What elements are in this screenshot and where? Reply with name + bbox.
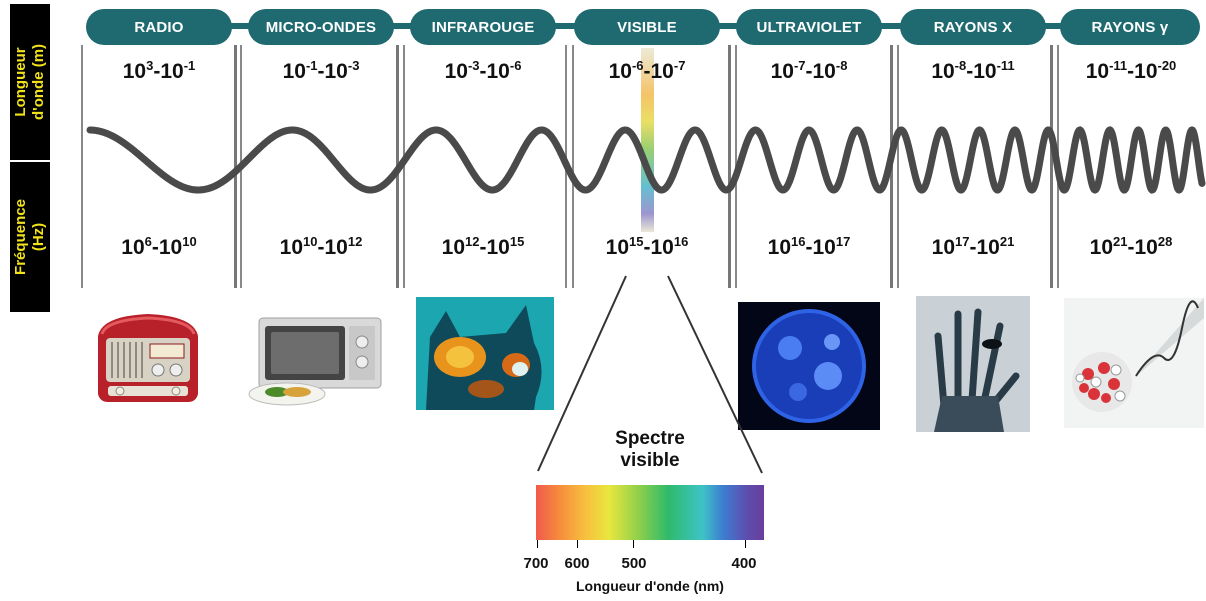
spectrum-tick-label-600: 600 bbox=[564, 555, 590, 572]
infrared-cat-icon bbox=[416, 297, 554, 410]
frequency-value-radio: 106-1010 bbox=[121, 234, 197, 259]
frequency-value-ultraviolet: 1016-1017 bbox=[767, 234, 851, 259]
wavelength-value-rayons-x: 10-8-10-11 bbox=[931, 58, 1015, 83]
spectrum-tick-label-400: 400 bbox=[731, 555, 757, 572]
visible-spectrum-title-line1: Spectre bbox=[615, 428, 685, 449]
wavelength-value-infrarouge: 10-3-10-6 bbox=[444, 58, 522, 83]
visible-spectrum-title: Spectre visible bbox=[580, 428, 720, 472]
wave-line bbox=[86, 126, 1206, 194]
band-pill-radio: RADIO bbox=[86, 9, 232, 45]
wavelength-value-visible: 10-6-10-7 bbox=[608, 58, 686, 83]
frequency-value-visible: 1015-1016 bbox=[605, 234, 689, 259]
separator bbox=[81, 45, 83, 288]
visible-spectrum-title-line2: visible bbox=[620, 450, 680, 471]
band-pill-micro-ondes: MICRO-ONDES bbox=[248, 9, 394, 45]
visible-spectrum-bar bbox=[536, 485, 764, 540]
frequency-value-micro-ondes: 1010-1012 bbox=[279, 234, 363, 259]
radio-icon bbox=[98, 314, 198, 402]
frequency-value-infrarouge: 1012-1015 bbox=[441, 234, 525, 259]
frequency-value-rayons-x: 1017-1021 bbox=[931, 234, 1015, 259]
separator bbox=[234, 45, 237, 288]
xray-hand-icon bbox=[916, 296, 1030, 432]
frequency-value-rayons-gamma: 1021-1028 bbox=[1089, 234, 1173, 259]
microwave-oven-icon bbox=[248, 317, 382, 406]
spectrum-tick-label-700: 700 bbox=[523, 555, 549, 572]
band-pill-ultraviolet: ULTRAVIOLET bbox=[736, 9, 882, 45]
wavelength-value-rayons-gamma: 10-11-10-20 bbox=[1085, 58, 1177, 83]
separator bbox=[728, 45, 731, 288]
wavelength-value-radio: 103-10-1 bbox=[122, 58, 196, 83]
spectrum-tick-600 bbox=[577, 540, 578, 548]
band-pill-infrarouge: INFRAROUGE bbox=[410, 9, 556, 45]
side-label-frequency: Fréquence (Hz) bbox=[10, 162, 50, 312]
spectrum-tick-label-500: 500 bbox=[621, 555, 647, 572]
ultraviolet-sun-icon bbox=[738, 302, 880, 430]
spectrum-tick-400 bbox=[745, 540, 746, 548]
band-pill-visible: VISIBLE bbox=[574, 9, 720, 45]
separator bbox=[897, 45, 899, 288]
gamma-ray-nucleus-icon bbox=[1064, 298, 1204, 428]
band-pill-rayons-x: RAYONS X bbox=[900, 9, 1046, 45]
separator bbox=[572, 45, 574, 288]
wavelength-value-micro-ondes: 10-1-10-3 bbox=[282, 58, 360, 83]
side-label-wavelength: Longueur d'onde (m) bbox=[10, 4, 50, 160]
spectrum-tick-700 bbox=[537, 540, 538, 548]
separator bbox=[1050, 45, 1053, 288]
visible-rainbow-strip bbox=[641, 48, 654, 232]
spectrum-tick-500 bbox=[633, 540, 634, 548]
spectrum-axis-label: Longueur d'onde (nm) bbox=[576, 578, 724, 594]
band-pill-rayons-gamma: RAYONS γ bbox=[1060, 9, 1200, 45]
wavelength-value-ultraviolet: 10-7-10-8 bbox=[770, 58, 848, 83]
